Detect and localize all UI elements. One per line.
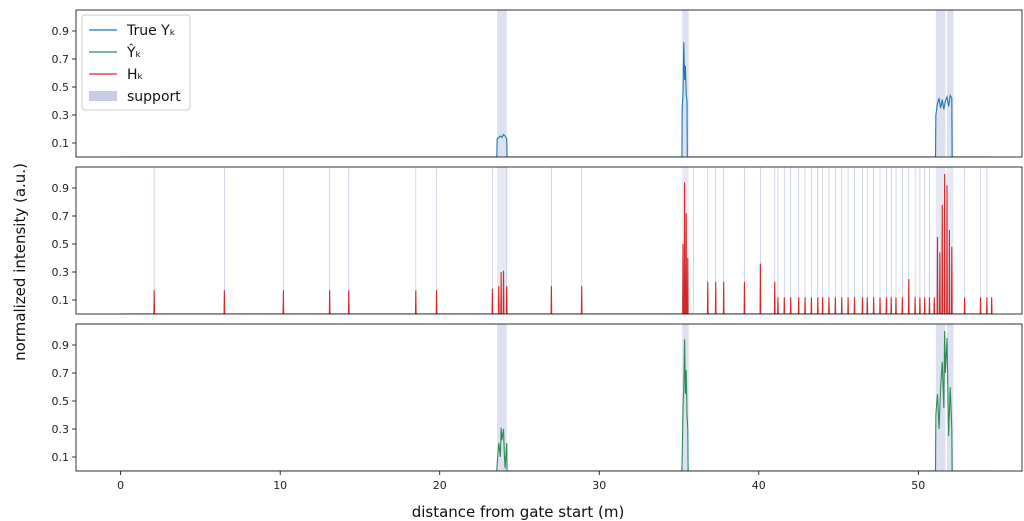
panel-1: 0.1 0.3 0.5 0.7 0.9 (52, 9, 1023, 158)
x-tick-label: 0 (117, 479, 124, 492)
y-tick-label: 0.1 (52, 137, 70, 150)
x-tick-label: 50 (911, 479, 925, 492)
y-tick-label: 0.7 (52, 210, 70, 223)
support-region (682, 167, 689, 314)
legend: True Yₖ Ŷₖ Hₖ support (81, 14, 191, 111)
series-line (120, 173, 993, 314)
y-tick-label: 0.5 (52, 81, 70, 94)
y-tick-label: 0.9 (52, 25, 70, 38)
x-axis-label: distance from gate start (m) (412, 503, 625, 521)
y-tick-label: 0.5 (52, 238, 70, 251)
legend-label-2: Ŷₖ (126, 43, 142, 61)
legend-swatch-4 (89, 91, 117, 101)
y-tick-label: 0.3 (52, 423, 70, 436)
x-axis: 0 10 20 30 40 50 (117, 471, 925, 492)
panels: 0.10.30.50.70.90.10.30.50.70.90.10.30.50… (52, 9, 1023, 472)
support-region (935, 167, 946, 314)
support-region (682, 324, 689, 471)
support-region (497, 324, 507, 471)
legend-label-1: True Yₖ (126, 23, 176, 39)
y-axis-label: normalized intensity (a.u.) (11, 163, 29, 361)
x-tick-label: 10 (273, 479, 287, 492)
series-line (120, 330, 992, 471)
legend-box (81, 14, 191, 111)
x-tick-label: 40 (752, 479, 766, 492)
panel-2: 0.1 0.3 0.5 0.7 0.9 (52, 166, 1023, 315)
support-region (935, 10, 946, 157)
panel-frame (75, 9, 1023, 158)
y-tick-label: 0.5 (52, 395, 70, 408)
y-tick-label: 0.7 (52, 53, 70, 66)
support-region (497, 10, 507, 157)
support-region (947, 10, 954, 157)
panel-3: 0.1 0.3 0.5 0.7 0.9 (52, 323, 1023, 472)
y-tick-label: 0.1 (52, 451, 70, 464)
support-region (947, 167, 954, 314)
y-tick-label: 0.9 (52, 339, 70, 352)
legend-label-4: support (127, 89, 181, 105)
y-tick-label: 0.3 (52, 266, 70, 279)
panel-frame (75, 323, 1023, 472)
legend-label-3: Hₖ (127, 67, 144, 83)
support-region (497, 167, 507, 314)
y-tick-label: 0.9 (52, 182, 70, 195)
x-tick-label: 30 (592, 479, 606, 492)
y-tick-label: 0.1 (52, 294, 70, 307)
y-tick-label: 0.7 (52, 367, 70, 380)
y-tick-label: 0.3 (52, 109, 70, 122)
series-line (120, 42, 992, 157)
x-tick-label: 20 (433, 479, 447, 492)
panel-frame (75, 166, 1023, 315)
